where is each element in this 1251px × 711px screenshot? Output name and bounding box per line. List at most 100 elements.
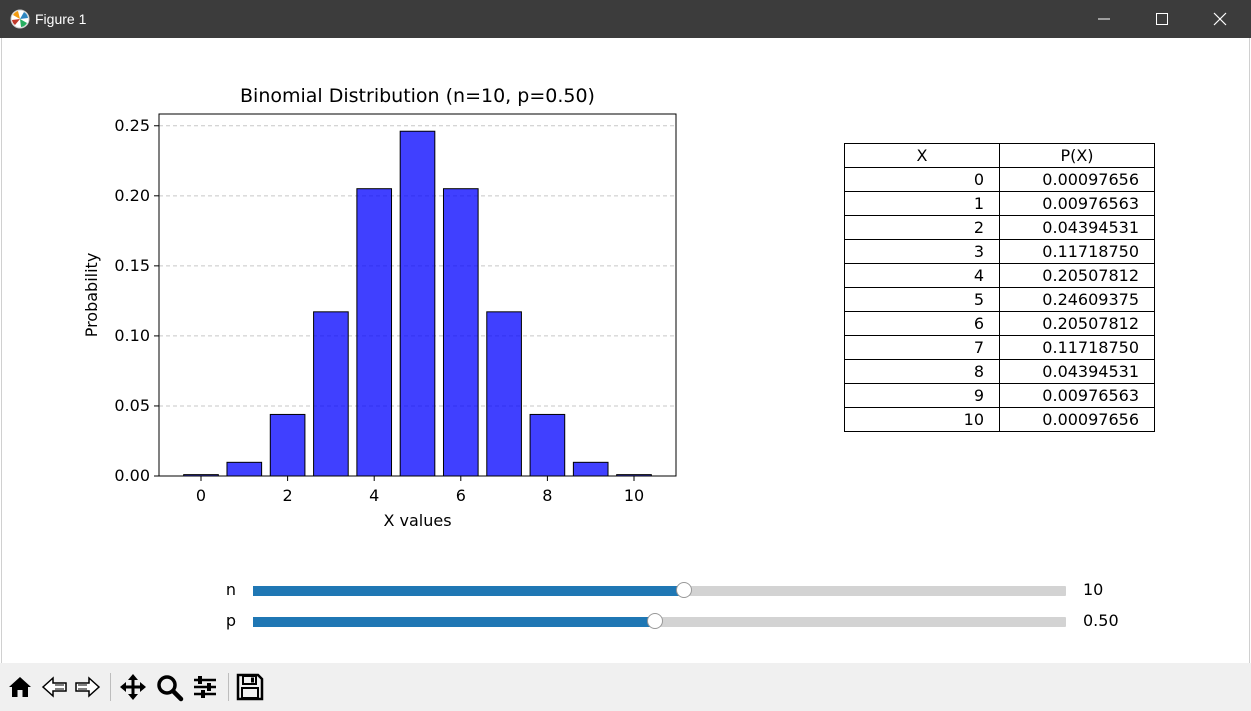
table-cell-x: 8: [844, 359, 1000, 384]
bar-chart: 0.00 0.05 0.10 0.15 0.20 0.25 0 2 4 6 8 10 Binomial…: [82, 85, 677, 530]
table-cell-x: 9: [844, 383, 1000, 408]
table-cell-probability: 0.00097656: [999, 167, 1155, 192]
y-tick-label: 0.15: [114, 256, 150, 275]
bar-x-1: [226, 461, 263, 477]
table-cell-probability: 0.20507812: [999, 311, 1155, 336]
table-row: 6 0.20507812: [844, 311, 1155, 336]
y-tick-label: 0.10: [114, 326, 150, 345]
bar-x-8: [529, 413, 566, 477]
table-cell-x: 3: [844, 239, 1000, 264]
configure-subplots-button[interactable]: [190, 672, 220, 702]
zoom-button[interactable]: [154, 672, 184, 702]
table-cell-probability: 0.04394531: [999, 359, 1155, 384]
table-cell-x: 10: [844, 407, 1000, 432]
table-cell-probability: 0.00097656: [999, 407, 1155, 432]
bar-x-4: [356, 188, 393, 477]
y-tick-label: 0.25: [114, 116, 150, 135]
minimize-button[interactable]: [1075, 0, 1133, 38]
slider-n-handle[interactable]: [675, 582, 692, 598]
table-cell-x: 6: [844, 311, 1000, 336]
y-tick-label: 0.05: [114, 396, 150, 415]
x-tick-label: 0: [196, 486, 206, 505]
minimize-icon: [1098, 18, 1110, 20]
table-header-px: P(X): [999, 143, 1155, 168]
bar-x-6: [442, 188, 479, 477]
table-row: 2 0.04394531: [844, 215, 1155, 240]
navigation-toolbar: [0, 663, 1251, 711]
chart-title: Binomial Distribution (n=10, p=0.50): [240, 85, 595, 107]
home-button[interactable]: [5, 672, 35, 702]
title-bar: Figure 1: [0, 0, 1251, 38]
back-button[interactable]: [40, 672, 70, 702]
save-icon: [236, 673, 264, 701]
table-cell-x: 4: [844, 263, 1000, 288]
figure-canvas[interactable]: 0.00 0.05 0.10 0.15 0.20 0.25 0 2 4 6 8 10 Binomial…: [1, 38, 1250, 663]
axes-frame: [158, 113, 677, 477]
table-cell-probability: 0.11718750: [999, 335, 1155, 360]
table-row: 0 0.00097656: [844, 167, 1155, 192]
x-tick-label: 4: [369, 486, 379, 505]
home-icon: [9, 677, 31, 697]
forward-button[interactable]: [72, 672, 102, 702]
x-tick-label: 10: [624, 486, 644, 505]
table-cell-probability: 0.24609375: [999, 287, 1155, 312]
x-axis-label: X values: [383, 511, 451, 530]
table-cell-probability: 0.04394531: [999, 215, 1155, 240]
table-cell-x: 5: [844, 287, 1000, 312]
slider-n-value: 10: [1083, 580, 1104, 599]
table-cell-x: 0: [844, 167, 1000, 192]
table-cell-probability: 0.20507812: [999, 263, 1155, 288]
table-cell-x: 1: [844, 191, 1000, 216]
table-row: 1 0.00976563: [844, 191, 1155, 216]
pan-icon: [120, 674, 146, 700]
slider-p-fill: [253, 617, 656, 627]
x-tick-label: 2: [283, 486, 293, 505]
bar-x-7: [486, 311, 522, 477]
table-cell-x: 7: [844, 335, 1000, 360]
bar-x-9: [572, 461, 609, 477]
slider-n-label: n: [225, 580, 236, 599]
table-cell-probability: 0.00976563: [999, 383, 1155, 408]
y-axis-label: Probability: [82, 253, 101, 338]
toolbar-separator: [110, 673, 111, 701]
table-row: 3 0.11718750: [844, 239, 1155, 264]
slider-n-fill: [253, 586, 684, 596]
slider-p[interactable]: [253, 613, 1066, 629]
close-icon: [1213, 12, 1227, 26]
maximize-icon: [1156, 13, 1168, 25]
back-icon: [41, 676, 67, 698]
table-row: 10 0.00097656: [844, 407, 1155, 432]
table-header-row: X P(X): [844, 143, 1155, 168]
zoom-icon: [157, 675, 184, 702]
maximize-button[interactable]: [1133, 0, 1191, 38]
pan-button[interactable]: [118, 672, 148, 702]
table-row: 4 0.20507812: [844, 263, 1155, 288]
probability-table: X P(X) 0 0.00097656 1 0.00976563 2 0.04394531…: [844, 143, 1155, 432]
configure-subplots-icon: [194, 676, 216, 698]
y-tick-label: 0.00: [114, 466, 150, 485]
bar-x-5: [399, 130, 436, 477]
x-tick-label: 8: [542, 486, 552, 505]
bar-x-2: [269, 413, 306, 477]
slider-p-value: 0.50: [1083, 611, 1119, 630]
forward-icon: [75, 676, 101, 698]
y-tick-label: 0.20: [114, 186, 150, 205]
table-cell-x: 2: [844, 215, 1000, 240]
save-button[interactable]: [235, 672, 265, 702]
table-cell-probability: 0.11718750: [999, 239, 1155, 264]
matplotlib-icon: [10, 9, 30, 29]
table-row: 9 0.00976563: [844, 383, 1155, 408]
toolbar-separator: [228, 673, 229, 701]
slider-p-label: p: [225, 611, 236, 630]
table-row: 7 0.11718750: [844, 335, 1155, 360]
bar-x-3: [313, 311, 349, 477]
slider-n[interactable]: [253, 582, 1066, 598]
table-header-x: X: [844, 143, 1000, 168]
window-title: Figure 1: [35, 11, 87, 27]
table-row: 5 0.24609375: [844, 287, 1155, 312]
table-cell-probability: 0.00976563: [999, 191, 1155, 216]
table-row: 8 0.04394531: [844, 359, 1155, 384]
slider-p-handle[interactable]: [647, 613, 664, 629]
x-tick-label: 6: [456, 486, 466, 505]
close-button[interactable]: [1191, 0, 1249, 38]
